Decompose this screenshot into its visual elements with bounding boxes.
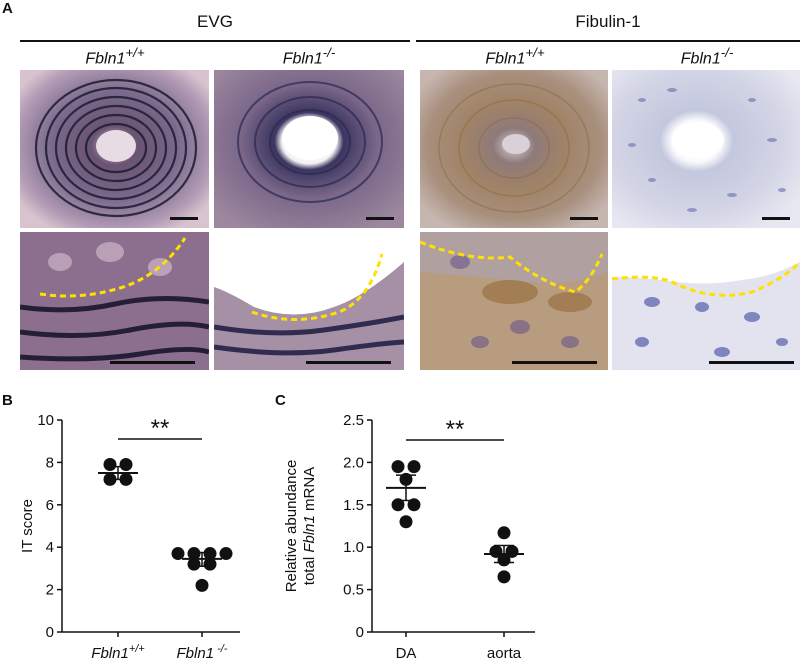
x-tick-label: DA: [396, 645, 417, 660]
scale-bar: [709, 361, 794, 364]
y-tick-label: 0: [46, 624, 54, 641]
data-point: [497, 526, 511, 540]
y-tick-label: 0: [356, 624, 364, 641]
data-point: [187, 547, 201, 561]
data-point: [391, 460, 405, 474]
micrograph-evg-wt-high: [20, 232, 209, 370]
y-tick-label: 1.5: [343, 497, 364, 514]
data-point: [203, 557, 217, 571]
chart-c: 0 0.5 1.0 1.5 2.0 2.5 DA aorta ** Relative abunda…: [283, 412, 535, 660]
micrograph-fib-wt-low: [420, 70, 608, 228]
micrograph-fib-ko-low: [612, 70, 800, 228]
micrograph-fib-ko-high: [612, 232, 800, 370]
data-point: [391, 498, 405, 512]
fibulin-rule: [416, 40, 800, 42]
data-point: [119, 458, 133, 472]
significance-label: **: [446, 416, 465, 443]
scale-bar: [512, 361, 597, 364]
data-point: [407, 498, 421, 512]
data-point: [103, 458, 117, 472]
data-point: [497, 570, 511, 584]
panel-b-letter: B: [2, 392, 13, 409]
data-point: [219, 547, 233, 561]
y-tick-label: 6: [46, 497, 54, 514]
x-tick-label: Fbln1+/+: [91, 643, 145, 660]
x-tick-label: Fbln1 -/-: [177, 643, 228, 660]
scale-bar: [110, 361, 195, 364]
x-tick-label: aorta: [487, 645, 522, 660]
genotype-label-fib-ko: Fbln1-/-: [680, 45, 734, 68]
panel-a-letter: A: [2, 0, 13, 17]
scale-bar: [306, 361, 391, 364]
genotype-label-evg-wt: Fbln1+/+: [85, 45, 145, 68]
scale-bar: [570, 217, 598, 220]
y-tick-label: 2.5: [343, 412, 364, 429]
genotype-label-evg-ko: Fbln1-/-: [282, 45, 336, 68]
y-tick-label: 8: [46, 454, 54, 471]
significance-label: **: [151, 415, 170, 442]
evg-title: EVG: [197, 12, 233, 31]
data-point: [203, 547, 217, 561]
evg-rule: [20, 40, 410, 42]
panel-c-letter: C: [275, 392, 286, 409]
micrograph-evg-wt-low: [20, 70, 209, 228]
scale-bar: [762, 217, 790, 220]
y-axis-label-line1: Relative abundance: [283, 460, 300, 593]
data-point: [187, 557, 201, 571]
micrograph-evg-ko-low: [214, 70, 404, 228]
y-tick-label: 4: [46, 539, 54, 556]
y-tick-label: 2: [46, 582, 54, 599]
scale-bar: [170, 217, 198, 220]
fibulin-title: Fibulin-1: [575, 12, 641, 31]
y-tick-label: 2.0: [343, 454, 364, 471]
chart-b: 0 2 4 6 8 10 Fbln1+/+ Fbln1 -/- ** IT score: [20, 412, 240, 660]
scale-bar: [366, 217, 394, 220]
data-point: [407, 460, 421, 474]
micrograph-evg-ko-high: [214, 232, 404, 370]
data-point: [171, 547, 185, 561]
y-axis-label: IT score: [20, 499, 36, 553]
y-tick-label: 0.5: [343, 582, 364, 599]
micrograph-fib-wt-high: [420, 232, 608, 370]
y-tick-label: 1.0: [343, 539, 364, 556]
data-point: [195, 578, 209, 592]
y-tick-label: 10: [37, 412, 54, 429]
y-axis-label-line2: total Fbln1 mRNA: [301, 467, 318, 585]
data-point: [399, 515, 413, 529]
genotype-label-fib-wt: Fbln1+/+: [485, 45, 545, 68]
